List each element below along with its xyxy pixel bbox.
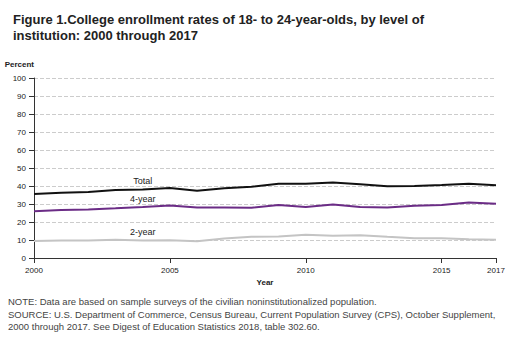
svg-text:100: 100 xyxy=(13,74,27,83)
svg-text:2-year: 2-year xyxy=(130,227,156,237)
svg-text:Year: Year xyxy=(257,278,274,287)
svg-text:institution: 2000 through 2017: institution: 2000 through 2017 xyxy=(13,28,198,43)
svg-text:80: 80 xyxy=(17,110,26,119)
svg-text:0: 0 xyxy=(22,254,27,263)
svg-text:20: 20 xyxy=(17,218,26,227)
svg-text:40: 40 xyxy=(17,182,26,191)
svg-text:Percent: Percent xyxy=(5,60,35,69)
svg-text:2000: 2000 xyxy=(25,266,43,275)
svg-text:90: 90 xyxy=(17,92,26,101)
svg-text:60: 60 xyxy=(17,146,26,155)
svg-text:2010: 2010 xyxy=(297,266,315,275)
svg-text:2005: 2005 xyxy=(161,266,179,275)
svg-text:50: 50 xyxy=(17,164,26,173)
svg-text:30: 30 xyxy=(17,200,26,209)
svg-text:2015: 2015 xyxy=(433,266,451,275)
svg-text:70: 70 xyxy=(17,128,26,137)
svg-text:2017: 2017 xyxy=(487,266,505,275)
svg-text:Figure 1.College enrollment ra: Figure 1.College enrollment rates of 18-… xyxy=(13,12,428,27)
html-text:NOTE: Data are based on sample: NOTE: Data are based on sample surveys o… xyxy=(8,296,377,307)
html-text:SOURCE: U.S. Department of Com: SOURCE: U.S. Department of Commerce, Cen… xyxy=(8,309,496,332)
svg-text:Total: Total xyxy=(133,176,152,186)
svg-text:10: 10 xyxy=(17,236,26,245)
svg-text:4-year: 4-year xyxy=(130,194,156,204)
